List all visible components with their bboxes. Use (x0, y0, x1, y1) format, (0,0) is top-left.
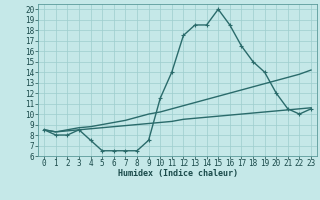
X-axis label: Humidex (Indice chaleur): Humidex (Indice chaleur) (118, 169, 238, 178)
